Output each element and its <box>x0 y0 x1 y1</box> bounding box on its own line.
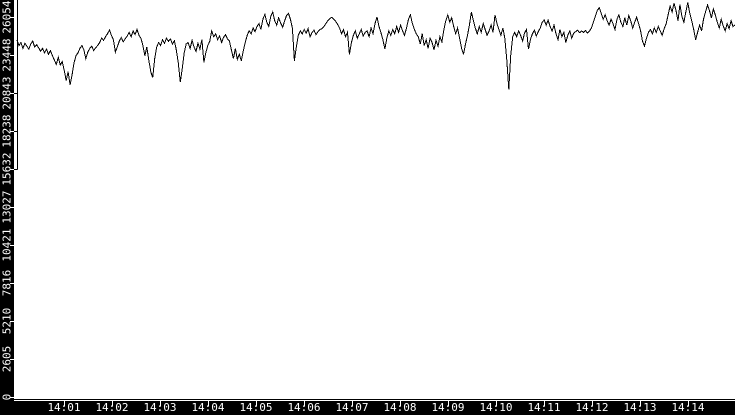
x-tick-label: 14:07 <box>335 401 369 414</box>
x-tick-label: 14:13 <box>623 401 657 414</box>
x-tick-label: 14:08 <box>383 401 417 414</box>
x-tick-label: 14:11 <box>527 401 561 414</box>
x-tick-mark <box>304 401 305 406</box>
y-tick-mark <box>10 131 14 132</box>
y-tick-mark <box>10 93 14 94</box>
x-tick-mark <box>160 401 161 406</box>
x-tick-mark <box>400 401 401 406</box>
y-tick-mark <box>10 397 14 398</box>
y-tick-mark <box>10 283 14 284</box>
x-tick-mark <box>640 401 641 406</box>
x-tick-mark <box>352 401 353 406</box>
x-tick-label: 14:03 <box>143 401 177 414</box>
x-tick-label: 14:06 <box>287 401 321 414</box>
x-tick-label: 14:10 <box>479 401 513 414</box>
x-tick-label: 14:04 <box>191 401 225 414</box>
y-tick-mark <box>10 321 14 322</box>
x-tick-label: 14:01 <box>47 401 81 414</box>
y-tick-mark <box>10 359 14 360</box>
x-tick-mark <box>112 401 113 406</box>
x-tick-mark <box>592 401 593 406</box>
y-tick-mark <box>10 17 14 18</box>
y-tick-mark <box>10 169 14 170</box>
y-tick-mark <box>10 245 14 246</box>
y-axis-gutter <box>0 0 14 401</box>
x-tick-mark <box>256 401 257 406</box>
x-tick-mark <box>544 401 545 406</box>
x-tick-label: 14:02 <box>95 401 129 414</box>
y-tick-mark <box>10 207 14 208</box>
x-tick-label: 14:14 <box>671 401 705 414</box>
x-tick-mark <box>64 401 65 406</box>
x-tick-mark <box>448 401 449 406</box>
x-tick-mark <box>496 401 497 406</box>
x-axis-gutter <box>0 401 735 415</box>
x-tick-label: 14:12 <box>575 401 609 414</box>
x-tick-mark <box>688 401 689 406</box>
y-tick-mark <box>10 55 14 56</box>
x-tick-label: 14:09 <box>431 401 465 414</box>
data-line <box>16 2 735 90</box>
x-tick-label: 14:05 <box>239 401 273 414</box>
x-tick-mark <box>208 401 209 406</box>
